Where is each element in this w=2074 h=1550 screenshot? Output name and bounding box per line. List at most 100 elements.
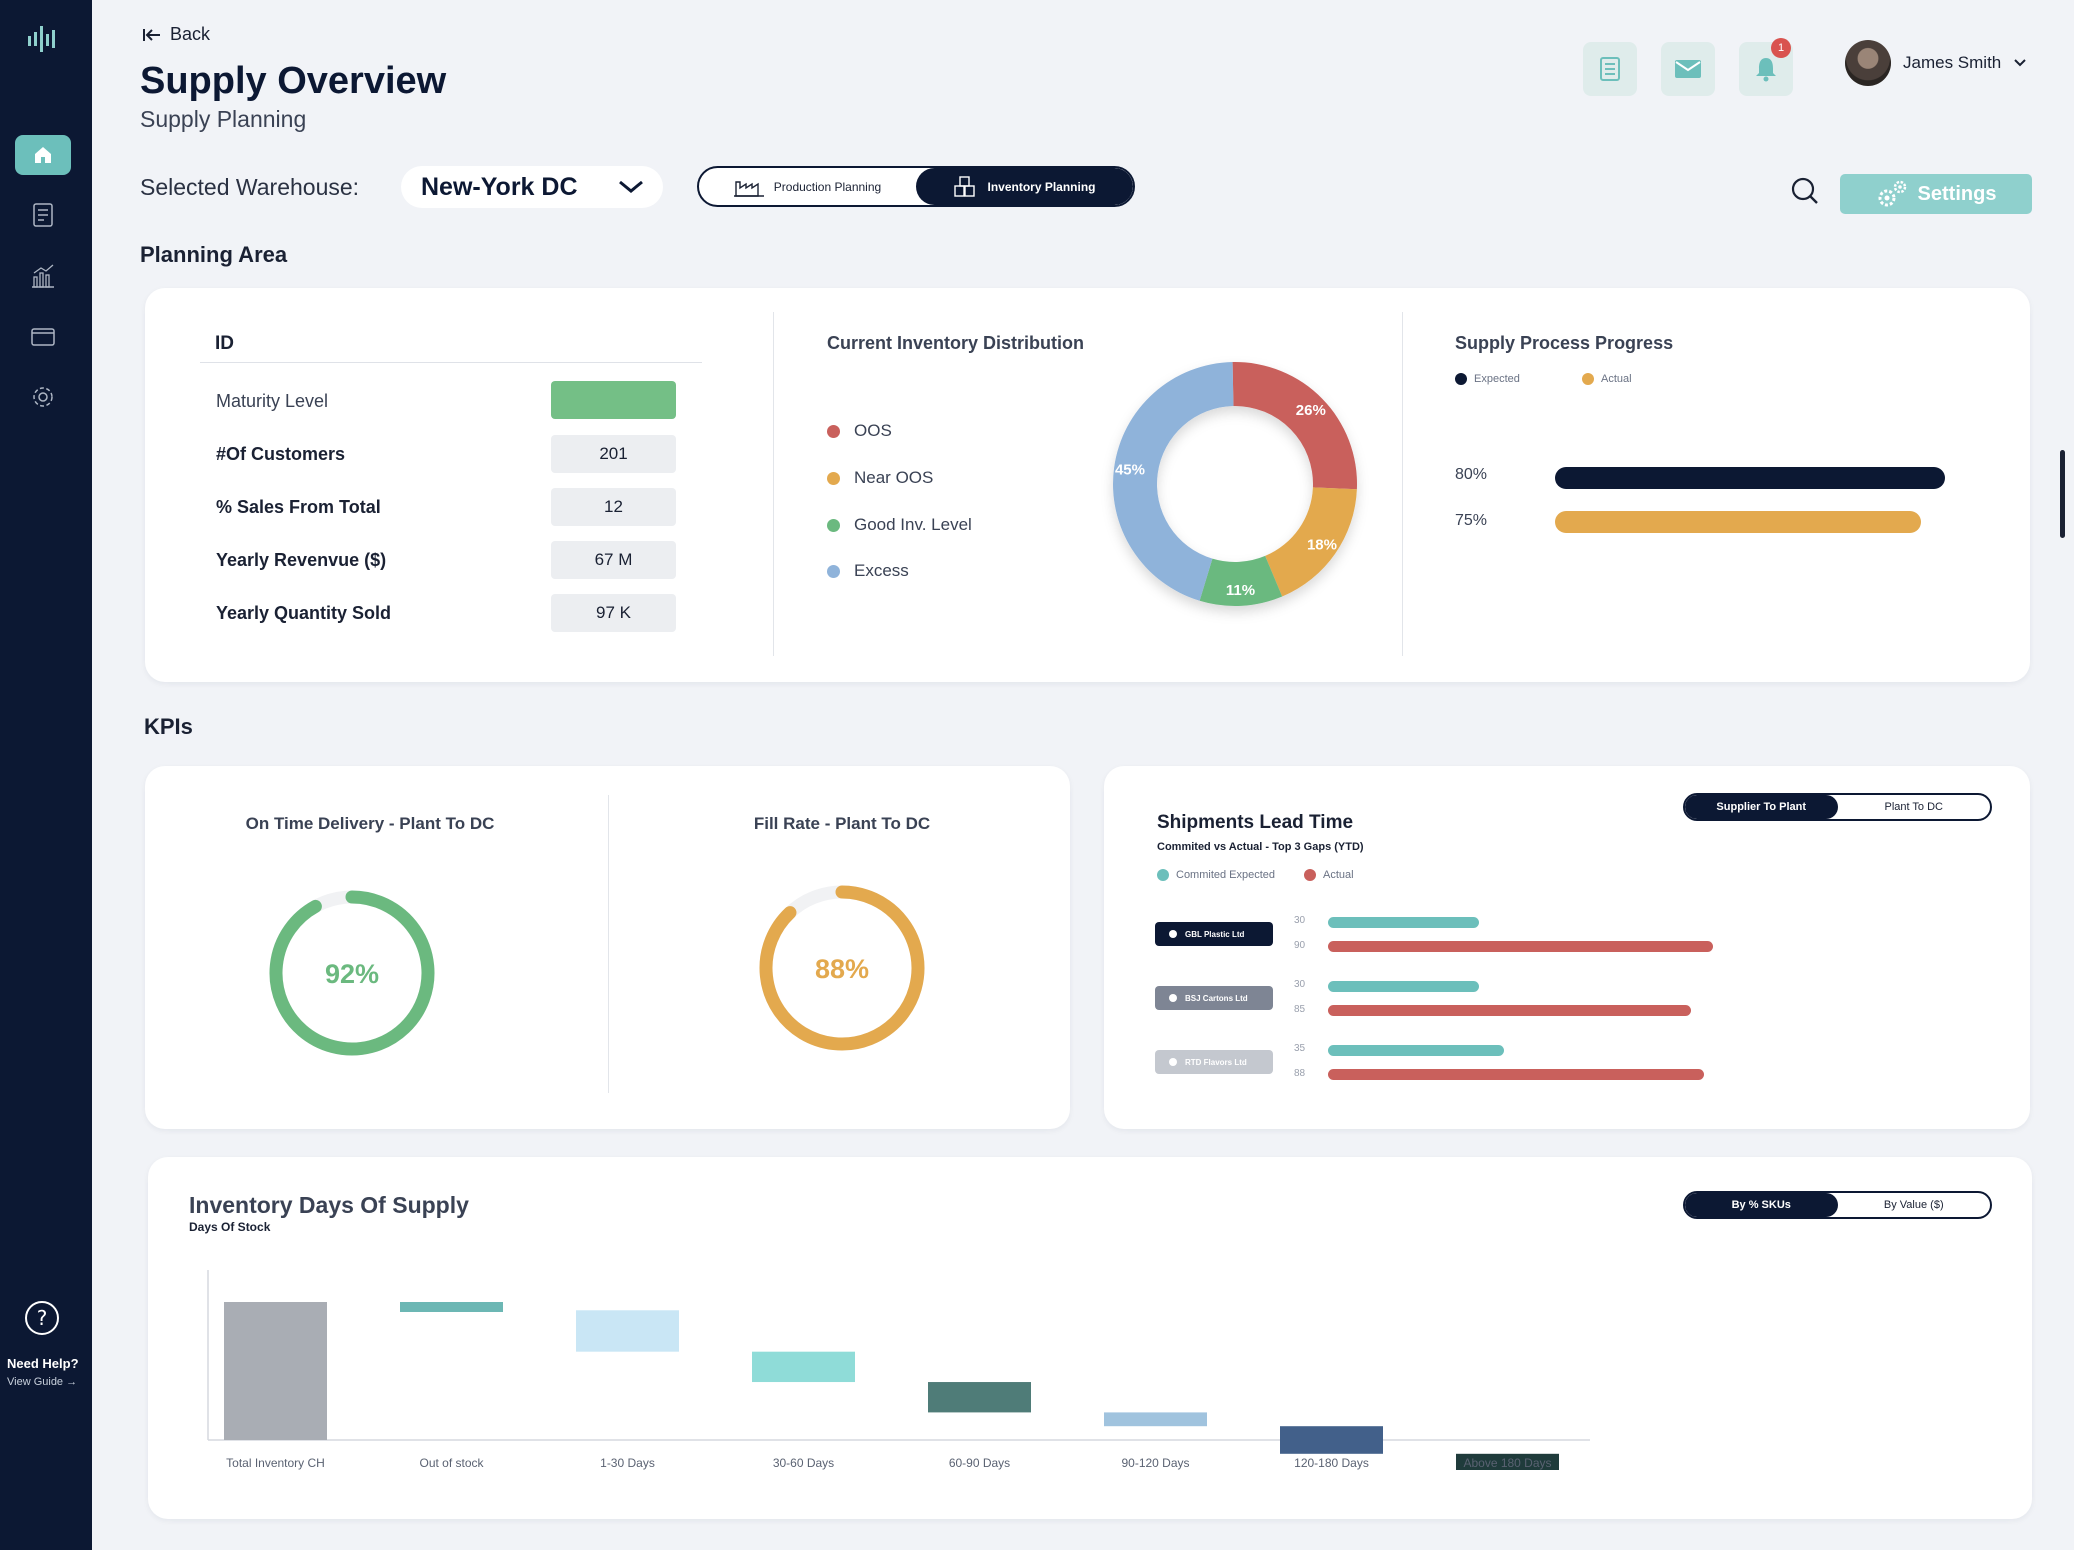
supplier-to-plant-option[interactable]: Supplier To Plant — [1685, 795, 1838, 819]
lead-time-subtitle: Commited vs Actual - Top 3 Gaps (YTD) — [1157, 841, 1364, 853]
scrollbar[interactable] — [2060, 450, 2065, 538]
plant-to-dc-option[interactable]: Plant To DC — [1884, 801, 1944, 813]
nav-settings[interactable] — [15, 377, 71, 417]
legend-expected: Expected — [1455, 373, 1520, 385]
user-name: James Smith — [1903, 53, 2002, 72]
divider — [773, 312, 774, 656]
actual-bar — [1328, 1005, 1692, 1016]
kpis-title: KPIs — [144, 714, 193, 739]
legend-dot — [827, 471, 840, 485]
legend-dot — [1304, 869, 1316, 881]
home-icon — [35, 147, 51, 163]
value-label: 90 — [1294, 940, 1306, 951]
warehouse-value: New-York DC — [421, 172, 578, 201]
by-value-option[interactable]: By Value ($) — [1883, 1199, 1944, 1211]
lead-time-toggle[interactable]: Supplier To Plant Plant To DC — [1683, 793, 1992, 821]
value-label: 88 — [1294, 1068, 1306, 1079]
search-button[interactable] — [1790, 176, 1820, 211]
actual-bar — [1328, 941, 1713, 952]
nav-home[interactable] — [15, 135, 71, 175]
donut-label: 18% — [1307, 537, 1337, 554]
nav-folders[interactable] — [15, 316, 71, 356]
person-icon — [1169, 994, 1177, 1002]
distribution-title: Current Inventory Distribution — [827, 333, 1085, 353]
legend-dot — [1157, 869, 1169, 881]
bar-above-180-days — [1456, 1453, 1559, 1470]
donut-slice-oos[interactable] — [1232, 362, 1357, 490]
actual-pct-label: 75% — [1455, 512, 1488, 529]
bar-1-30-days — [576, 1310, 679, 1352]
bar-out-of-stock — [400, 1302, 503, 1312]
factory-icon — [733, 180, 764, 197]
legend-good-inv: Good Inv. Level — [827, 515, 972, 535]
bar-120-180-days — [1280, 1426, 1383, 1454]
customers-label: #Of Customers — [216, 444, 346, 464]
value-label: 30 — [1294, 915, 1306, 926]
value-label: 30 — [1294, 979, 1306, 990]
category-label: 60-90 Days — [948, 1456, 1011, 1470]
distribution-donut: 26% 18% 11% 45% — [1113, 362, 1357, 606]
donut-slice-near-oos[interactable] — [1265, 487, 1357, 597]
category-label: Out of stock — [419, 1456, 484, 1470]
legend-dot — [1582, 373, 1594, 385]
back-button[interactable]: Back — [142, 24, 210, 45]
donut-slices — [1113, 362, 1357, 606]
warehouse-select[interactable]: New-York DC — [401, 166, 663, 208]
id-underline — [200, 362, 702, 363]
category-label: 90-120 Days — [1121, 1456, 1190, 1470]
settings-button[interactable]: Settings — [1840, 174, 2032, 214]
document-icon — [33, 203, 53, 227]
person-icon — [1169, 1058, 1177, 1066]
gauge-value: 92% — [325, 959, 379, 989]
maturity-level-indicator — [551, 381, 676, 419]
bar-90-120-days — [1104, 1412, 1207, 1427]
reports-button[interactable] — [1583, 42, 1637, 96]
days-of-supply-toggle[interactable]: By % SKUs By Value ($) — [1683, 1191, 1992, 1219]
warehouse-label: Selected Warehouse: — [140, 174, 360, 200]
donut-label: 26% — [1296, 402, 1326, 419]
bell-icon — [1756, 58, 1776, 82]
gauge-arc — [269, 890, 435, 1056]
donut-label: 45% — [1115, 462, 1145, 479]
chevron-down-icon — [619, 180, 643, 193]
days-of-supply-title: Inventory Days Of Supply — [189, 1192, 469, 1218]
category-label: 30-60 Days — [772, 1456, 835, 1470]
commited-bar — [1328, 981, 1480, 992]
yearly-quantity-value: 97 K — [551, 594, 676, 632]
inventory-planning-option[interactable]: Inventory Planning — [916, 168, 1133, 205]
production-planning-option[interactable]: Production Planning — [699, 168, 916, 205]
bar-total-inventory-ch — [224, 1302, 327, 1440]
messages-button[interactable] — [1661, 42, 1715, 96]
donut-label: 11% — [1226, 582, 1255, 599]
chevron-down-icon — [2014, 59, 2026, 67]
planning-mode-toggle[interactable]: Production Planning Inventory Planning — [697, 166, 1135, 207]
view-guide-link[interactable]: View Guide → — [7, 1376, 78, 1388]
user-menu[interactable]: James Smith — [1845, 40, 2027, 86]
actual-bar — [1328, 1069, 1704, 1080]
yearly-quantity-label: Yearly Quantity Sold — [216, 603, 392, 623]
mail-icon — [1675, 60, 1701, 78]
days-of-supply-subtitle: Days Of Stock — [189, 1220, 271, 1234]
yearly-revenue-value: 67 M — [551, 541, 676, 579]
category-label: Above 180 Days — [1463, 1456, 1552, 1470]
notification-badge: 1 — [1771, 38, 1791, 58]
commited-bar — [1328, 1045, 1505, 1056]
sidebar: ? Need Help? View Guide → — [0, 0, 92, 1550]
value-label: 85 — [1294, 1004, 1306, 1015]
supplier-tag: BSJ Cartons Ltd — [1155, 986, 1273, 1010]
legend-actual: Actual — [1582, 373, 1632, 385]
legend-dot — [827, 424, 840, 438]
list-icon — [1600, 57, 1620, 81]
nav-analytics[interactable] — [15, 256, 71, 296]
id-header: ID — [215, 333, 234, 354]
donut-slice-good-inv-level[interactable] — [1199, 555, 1283, 606]
svg-text:?: ? — [37, 1306, 48, 1330]
person-icon — [1169, 930, 1177, 938]
notifications-button[interactable]: 1 — [1739, 38, 1793, 96]
by-skus-option[interactable]: By % SKUs — [1685, 1193, 1838, 1217]
bar-60-90-days — [928, 1382, 1031, 1413]
legend-oos: OOS — [827, 421, 892, 441]
donut-slice-excess[interactable] — [1113, 362, 1234, 601]
nav-documents[interactable] — [15, 195, 71, 235]
legend-near-oos: Near OOS — [827, 468, 933, 488]
